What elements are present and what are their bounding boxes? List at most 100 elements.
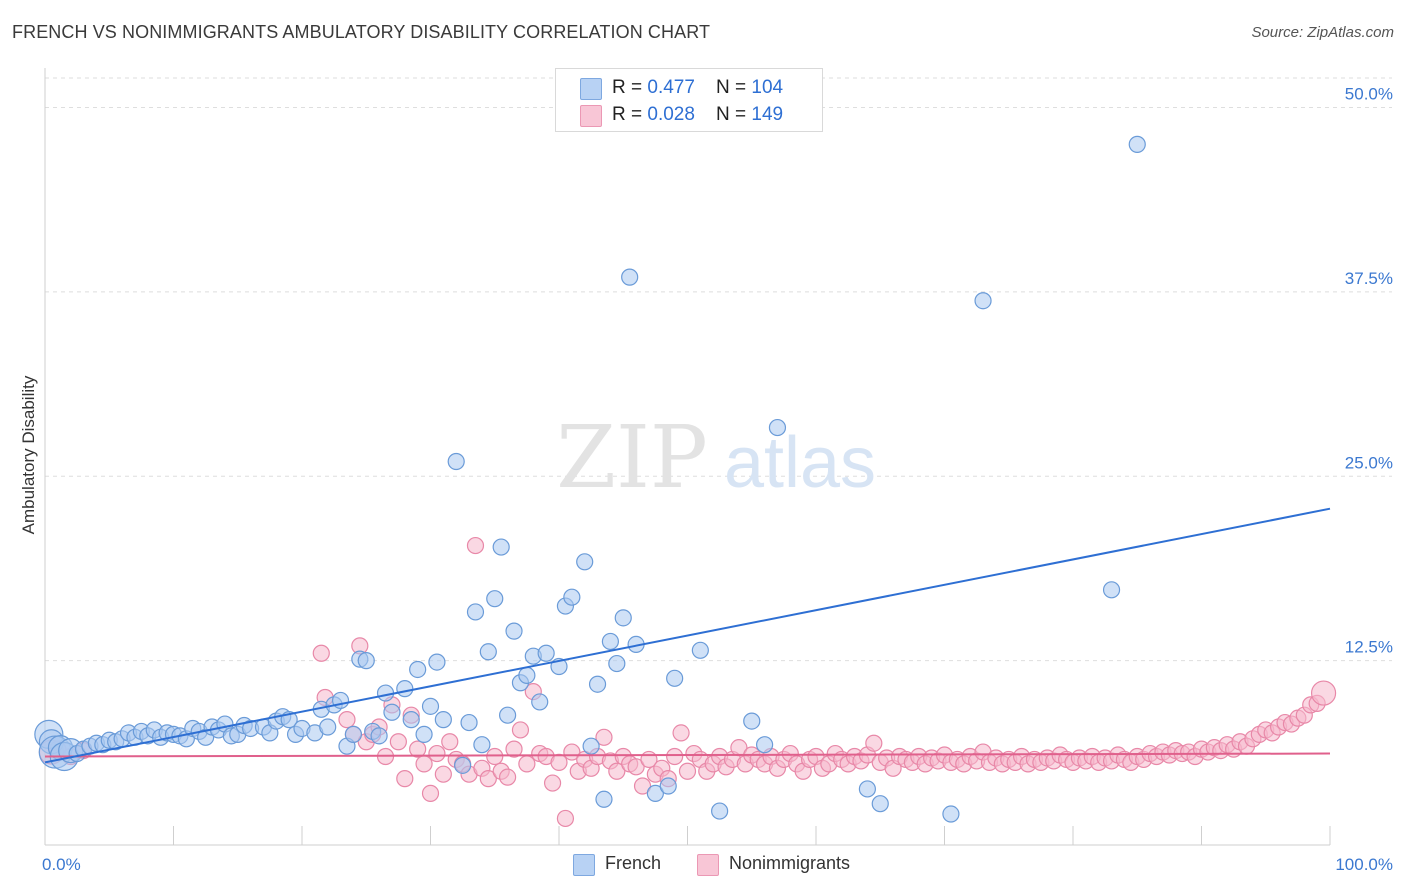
french-point xyxy=(344,725,362,743)
tick-labels: 12.5% 25.0% 37.5% 50.0% 0.0% 100.0% xyxy=(42,85,1393,875)
french-point xyxy=(614,609,632,627)
french-swatch xyxy=(580,78,602,100)
french-point xyxy=(711,802,729,820)
source-label: Source: ZipAtlas.com xyxy=(1251,24,1394,41)
french-point xyxy=(871,795,889,813)
french-point xyxy=(1128,135,1146,153)
nonimmigrants-point xyxy=(1310,680,1337,706)
french-point xyxy=(370,727,388,745)
nonimmigrants-point xyxy=(415,755,433,773)
french-point xyxy=(768,418,787,437)
french-point xyxy=(974,292,992,310)
french-point xyxy=(518,666,536,684)
french-r-value: 0.477 xyxy=(647,77,695,98)
x-tick-label-min: 0.0% xyxy=(42,855,81,874)
french-n-value: 104 xyxy=(751,77,784,98)
french-point xyxy=(473,736,491,754)
nonimmigrants-point xyxy=(338,711,356,729)
nonimmigrants-point xyxy=(518,755,536,773)
nonimmigrants-point xyxy=(595,728,613,746)
nonimmigrants-point xyxy=(421,784,440,802)
french-trendline xyxy=(44,507,1331,764)
french-point xyxy=(743,712,761,730)
nonimmigrants-point xyxy=(441,733,459,751)
french-point xyxy=(486,590,504,608)
french-point xyxy=(666,669,684,687)
nonimmigrants-point xyxy=(678,762,697,780)
watermark-atlas: atlas xyxy=(724,423,876,503)
french-point xyxy=(1102,581,1121,599)
nonimmigrants-point xyxy=(486,747,504,766)
french-legend-swatch xyxy=(573,854,595,876)
french-point xyxy=(409,660,427,679)
nonimmigrants-point xyxy=(312,644,330,662)
nonimmigrants-point xyxy=(543,774,562,792)
french-point xyxy=(357,652,375,670)
french-point xyxy=(691,641,709,659)
french-point xyxy=(428,653,446,671)
y-tick-label: 12.5% xyxy=(1345,638,1393,657)
nonimmigrants-point xyxy=(865,734,883,752)
french-point xyxy=(447,452,465,471)
french-point xyxy=(576,553,594,571)
nonimmigrants-point xyxy=(511,721,530,739)
nonimmigrants-legend-swatch xyxy=(697,854,719,876)
french-point xyxy=(563,588,581,606)
nonimmigrants-point xyxy=(666,747,684,766)
nonimmigrants-n-label: N = xyxy=(716,104,752,125)
french-r-label: R = xyxy=(612,77,648,98)
y-tick-label: 37.5% xyxy=(1345,269,1393,288)
french-point xyxy=(601,632,620,651)
legend: R = 0.477 N = 104 R = 0.028 N = 149 xyxy=(555,68,823,132)
nonimmigrants-trendline xyxy=(44,752,1331,758)
french-point xyxy=(659,777,677,795)
y-axis-label: Ambulatory Disability xyxy=(19,375,38,534)
nonimmigrants-point xyxy=(396,770,414,788)
nonimmigrants-legend-label: Nonimmigrants xyxy=(729,853,851,873)
nonimmigrants-point xyxy=(466,536,485,555)
french-point xyxy=(646,784,664,802)
french-point xyxy=(421,697,440,715)
french-point xyxy=(505,622,523,640)
french-point xyxy=(595,790,613,808)
x-tick-label-max: 100.0% xyxy=(1335,855,1393,874)
french-point xyxy=(402,711,420,729)
french-legend-label: French xyxy=(605,853,662,873)
y-tick-label: 50.0% xyxy=(1345,85,1393,104)
nonimmigrants-swatch xyxy=(580,105,602,127)
french-point xyxy=(492,538,510,556)
french-point xyxy=(608,654,626,673)
watermark-zip: ZIP xyxy=(556,408,708,508)
french-point xyxy=(396,680,414,698)
french-points xyxy=(34,135,1146,823)
french-point xyxy=(434,711,452,729)
nonimmigrants-point xyxy=(505,740,523,758)
french-point xyxy=(415,725,433,743)
french-point xyxy=(621,268,639,286)
y-tick-label: 25.0% xyxy=(1345,453,1393,472)
nonimmigrants-point xyxy=(428,744,446,763)
gridlines xyxy=(45,77,1392,662)
french-point xyxy=(858,780,877,798)
nonimmigrants-points xyxy=(38,536,1337,828)
french-point xyxy=(755,736,774,754)
nonimmigrants-r-label: R = xyxy=(612,104,648,125)
nonimmigrants-r-value: 0.028 xyxy=(647,104,695,125)
french-point xyxy=(479,643,497,661)
trendlines xyxy=(44,507,1331,764)
nonimmigrants-point xyxy=(672,724,690,742)
french-n-label: N = xyxy=(716,77,752,98)
french-point xyxy=(454,756,472,774)
chart-title: FRENCH VS NONIMMIGRANTS AMBULATORY DISAB… xyxy=(12,22,711,42)
axes xyxy=(44,68,1331,846)
french-point xyxy=(942,805,960,823)
french-point xyxy=(383,703,401,721)
nonimmigrants-point xyxy=(409,740,427,758)
french-point xyxy=(499,706,517,724)
nonimmigrants-n-value: 149 xyxy=(751,104,784,125)
french-point xyxy=(466,603,485,621)
french-point xyxy=(460,713,478,732)
nonimmigrants-point xyxy=(556,809,575,828)
french-point xyxy=(319,718,337,736)
